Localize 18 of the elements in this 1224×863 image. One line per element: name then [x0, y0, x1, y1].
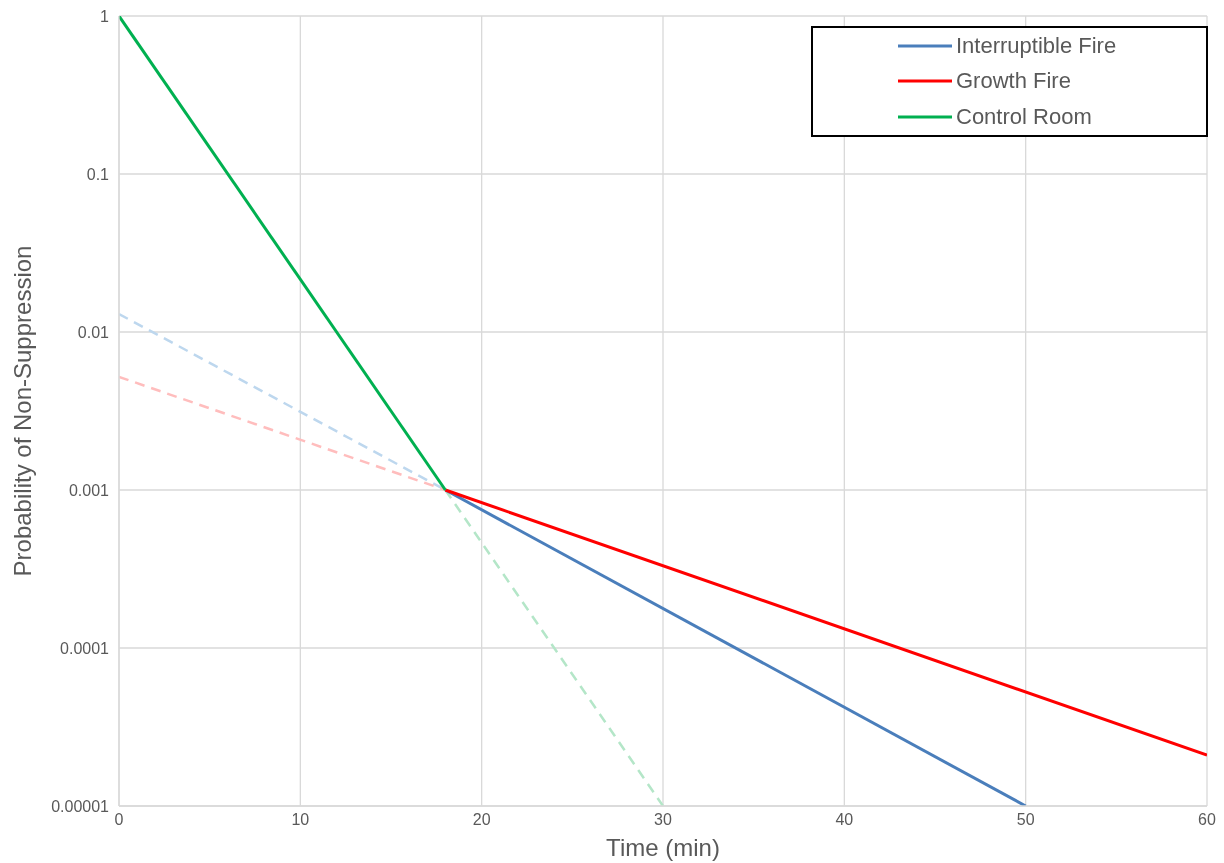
y-tick-label: 0.00001 — [51, 797, 110, 815]
legend-label: Interruptible Fire — [956, 32, 1117, 59]
x-tick-label: 10 — [291, 811, 310, 829]
x-axis-title: Time (min) — [606, 834, 720, 861]
legend-label: Control Room — [956, 103, 1092, 130]
x-tick-label: 60 — [1198, 811, 1216, 829]
y-tick-label: 0.0001 — [60, 639, 110, 657]
y-tick-label: 0.001 — [68, 481, 110, 499]
y-tick-label: 1 — [100, 7, 110, 25]
x-tick-label: 20 — [472, 811, 491, 829]
legend-label: Growth Fire — [956, 68, 1071, 95]
x-tick-label: 30 — [654, 811, 672, 829]
y-tick-label: 0.1 — [86, 165, 110, 183]
x-tick-label: 40 — [835, 811, 854, 829]
x-tick-label: 50 — [1016, 811, 1035, 829]
y-axis-title: Probability of Non-Suppression — [8, 245, 36, 577]
x-tick-label: 0 — [114, 811, 124, 829]
y-tick-label: 0.01 — [77, 323, 110, 341]
